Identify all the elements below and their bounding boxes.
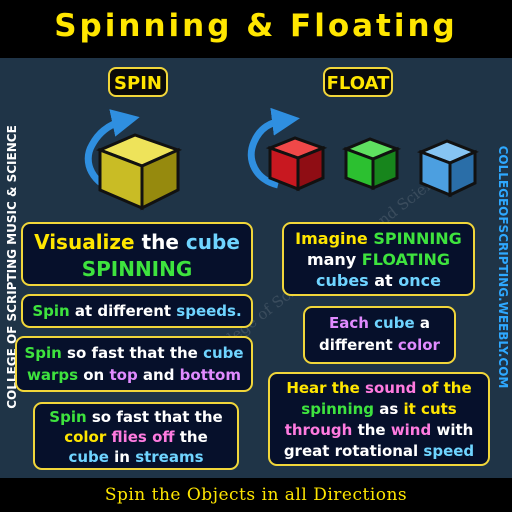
- text-visualize: Visualize: [34, 230, 135, 254]
- card-imagine: Imagine SPINNING many FLOATING cubes at …: [282, 222, 475, 296]
- yellow-cube-icon: [96, 133, 183, 211]
- card-visualize: Visualize the cube SPINNING: [21, 222, 253, 286]
- card-warps: Spin so fast that the cube warps on top …: [15, 336, 253, 392]
- spin-tag: SPIN: [108, 67, 168, 97]
- green-cube-icon: [341, 137, 402, 191]
- title-bar: Spinning & Floating: [0, 0, 512, 58]
- float-tag: FLOAT: [323, 67, 393, 97]
- blue-cube-icon: [416, 139, 479, 198]
- card-each-cube: Each cube a different color: [303, 306, 456, 364]
- float-arrow-icon: [247, 107, 300, 189]
- poster-title: Spinning & Floating: [54, 8, 458, 44]
- card-sound: Hear the sound of the spinning as it cut…: [268, 372, 490, 466]
- card-speeds: Spin at different speeds.: [21, 294, 253, 328]
- footer-bar: Spin the Objects in all Directions: [0, 478, 512, 512]
- text-spinning: SPINNING: [81, 257, 193, 281]
- red-cube-icon: [265, 136, 328, 192]
- card-streams: Spin so fast that the color flies off th…: [33, 402, 239, 470]
- footer-caption: Spin the Objects in all Directions: [104, 485, 408, 505]
